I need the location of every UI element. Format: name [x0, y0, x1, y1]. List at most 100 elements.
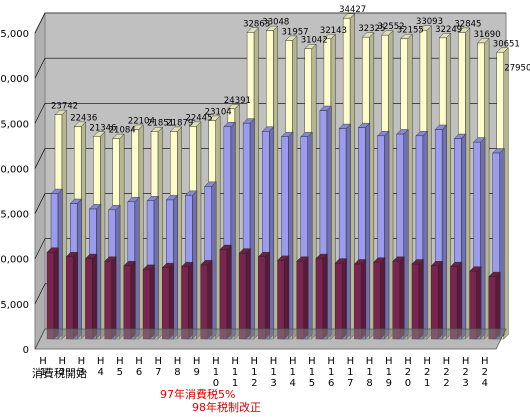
svg-text:2: 2	[443, 378, 449, 389]
svg-text:2: 2	[251, 378, 257, 389]
y-tick-label: 30,000	[0, 74, 29, 85]
bar-series-1	[411, 259, 424, 340]
x-tick-label: H7	[154, 356, 162, 378]
x-tick-label: H9	[193, 356, 201, 378]
svg-text:1: 1	[213, 367, 219, 378]
svg-text:8: 8	[366, 378, 372, 389]
bar-series-1	[219, 244, 232, 340]
x-tick-label: H1	[39, 356, 47, 378]
svg-text:H: H	[78, 356, 86, 367]
svg-text:H: H	[97, 356, 105, 367]
data-label: 23104	[205, 107, 232, 117]
bar-series-1	[104, 256, 117, 340]
data-label: 24391	[224, 96, 251, 106]
svg-text:6: 6	[328, 378, 334, 389]
data-label: 22445	[185, 113, 212, 123]
data-label: 34427	[339, 5, 366, 15]
data-label: 32863	[243, 19, 270, 29]
data-label: 32325	[358, 24, 385, 34]
x-tick-label: H10	[212, 356, 220, 389]
svg-text:H: H	[462, 356, 470, 367]
svg-text:H: H	[231, 356, 239, 367]
svg-text:5: 5	[309, 378, 315, 389]
bar-series-1	[469, 266, 482, 340]
svg-text:H: H	[116, 356, 124, 367]
bar-series-1	[257, 251, 271, 340]
gridline-side	[34, 58, 46, 79]
bar-series-1	[180, 261, 194, 340]
svg-text:9: 9	[386, 378, 392, 389]
data-label: 22436	[70, 113, 97, 123]
svg-text:7: 7	[347, 378, 353, 389]
x-tick-label: H13	[270, 356, 278, 389]
y-tick-label: 0	[23, 345, 29, 356]
svg-text:H: H	[404, 356, 412, 367]
plot-floor	[34, 328, 507, 350]
data-label: 32845	[454, 19, 481, 29]
gridline-side	[34, 12, 46, 34]
bar-series-2	[492, 147, 505, 340]
x-tick-label: H21	[423, 356, 431, 389]
x-tick-label: H6	[135, 356, 143, 378]
svg-text:H: H	[251, 356, 259, 367]
y-axis-ticks: 0 5,000 10,000 15,000 20,000 25,000 30,000 35,0…	[0, 29, 29, 356]
svg-text:H: H	[443, 356, 451, 367]
x-tick-label: H3	[78, 356, 86, 378]
svg-text:1: 1	[309, 367, 315, 378]
svg-text:H: H	[154, 356, 162, 367]
data-labels: 2374222436213462108422104218512187922445…	[51, 5, 530, 135]
data-label: 21851	[147, 119, 174, 129]
bar-series-1	[392, 256, 405, 340]
data-label: 27950	[504, 64, 530, 74]
svg-text:1: 1	[232, 367, 238, 378]
x-tick-label: H23	[462, 356, 470, 389]
x-tick-label: H2	[58, 356, 66, 378]
svg-text:H: H	[212, 356, 220, 367]
bar-series-1	[65, 251, 79, 340]
y-tick-label: 35,000	[0, 29, 29, 40]
svg-text:1: 1	[347, 367, 353, 378]
svg-text:5: 5	[117, 367, 123, 378]
x-tick-label: H11	[231, 356, 239, 389]
bar-series-2	[473, 137, 486, 340]
svg-text:H: H	[174, 356, 182, 367]
data-label: 22104	[128, 116, 155, 126]
svg-text:4: 4	[290, 378, 296, 389]
bar-series-1	[296, 256, 309, 340]
bar-series-2	[338, 123, 352, 340]
svg-text:2: 2	[424, 367, 430, 378]
bar-series-1	[238, 248, 252, 340]
x-tick-label: H22	[443, 356, 451, 389]
annotation-tax-start: 消費税開始	[32, 366, 87, 380]
x-tick-label: H5	[116, 356, 124, 378]
svg-text:3: 3	[462, 378, 468, 389]
gridline-side	[34, 283, 46, 304]
data-label: 32249	[435, 25, 462, 35]
svg-text:2: 2	[443, 367, 449, 378]
bar-series-1	[84, 253, 98, 340]
svg-text:H: H	[308, 356, 316, 367]
data-label: 32552	[378, 22, 405, 32]
svg-text:H: H	[193, 356, 201, 367]
svg-text:2: 2	[482, 367, 488, 378]
bar-series-1	[142, 264, 156, 340]
y-tick-label: 10,000	[0, 255, 29, 266]
annotation-tax-5pct: 97年消費税5%	[160, 387, 235, 401]
svg-text:3: 3	[270, 378, 276, 389]
data-label: 21346	[89, 123, 116, 133]
side-wall-plane	[34, 12, 46, 350]
data-label: 21879	[166, 118, 193, 128]
svg-text:7: 7	[155, 367, 161, 378]
svg-text:1: 1	[366, 367, 372, 378]
svg-text:H: H	[289, 356, 297, 367]
x-tick-label: H19	[385, 356, 393, 389]
gridline-side	[34, 148, 46, 169]
svg-text:1: 1	[424, 378, 430, 389]
gridline-side	[34, 238, 46, 259]
bar-series-1	[161, 262, 175, 340]
bar-series-1	[488, 271, 501, 340]
svg-text:H: H	[135, 356, 143, 367]
bar-series-1	[46, 247, 59, 340]
annotation-tax-reform: 98年税制改正	[192, 400, 261, 414]
